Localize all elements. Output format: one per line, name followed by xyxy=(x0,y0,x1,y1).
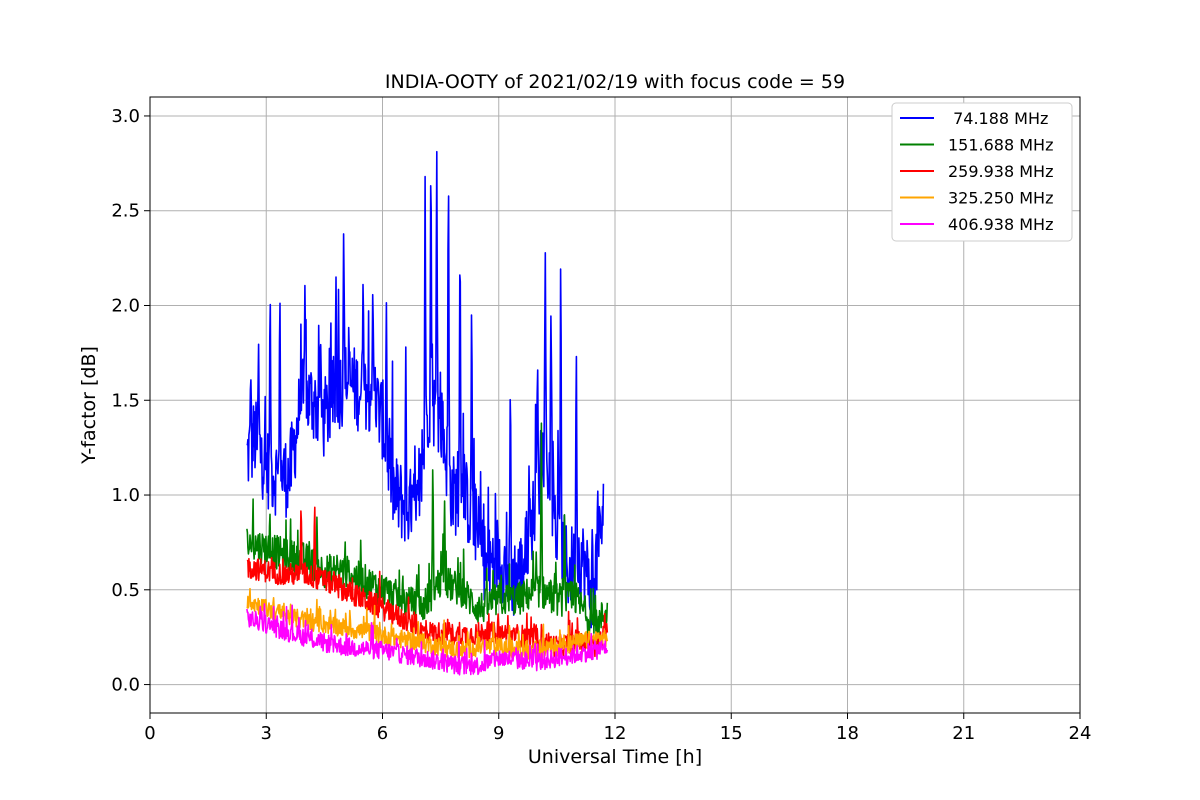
legend-label-2: 259.938 MHz xyxy=(948,162,1053,181)
chart-title: INDIA-OOTY of 2021/02/19 with focus code… xyxy=(385,71,845,93)
legend: 74.188 MHz 151.688 MHz 259.938 MHz 325.250 … xyxy=(891,102,1073,242)
y-tick-label: 0.5 xyxy=(111,580,140,601)
x-tick-label: 18 xyxy=(836,723,859,744)
series-line-1 xyxy=(246,422,609,639)
legend-label-3: 325.250 MHz xyxy=(948,189,1053,208)
x-tick-label: 9 xyxy=(493,723,504,744)
x-tick-label: 6 xyxy=(377,723,388,744)
series-line-4 xyxy=(246,603,609,676)
grid-layer xyxy=(149,97,1081,713)
tick-layer: 0 3 6 9 12 15 18 21 24 0.0 0.5 1.0 1.5 2.0 2.5 3.0 xyxy=(111,106,1091,744)
legend-label-1: 151.688 MHz xyxy=(948,136,1053,155)
y-tick-label: 1.5 xyxy=(111,390,140,411)
y-tick-label: 1.0 xyxy=(111,485,140,506)
series-layer xyxy=(246,150,609,676)
x-tick-label: 15 xyxy=(720,723,743,744)
x-tick-label: 12 xyxy=(604,723,627,744)
y-axis-label: Y-factor [dB] xyxy=(78,346,100,465)
series-line-0 xyxy=(246,150,605,629)
y-tick-label: 2.0 xyxy=(111,295,140,316)
x-tick-label: 21 xyxy=(952,723,975,744)
y-tick-label: 3.0 xyxy=(111,106,140,127)
x-tick-label: 3 xyxy=(261,723,272,744)
legend-label-4: 406.938 MHz xyxy=(948,215,1053,234)
legend-box xyxy=(891,102,1073,242)
x-tick-label: 24 xyxy=(1069,723,1092,744)
legend-label-0: 74.188 MHz xyxy=(948,109,1048,128)
y-tick-label: 0.0 xyxy=(111,675,140,696)
y-tick-label: 2.5 xyxy=(111,201,140,222)
x-axis-label: Universal Time [h] xyxy=(528,746,702,768)
x-tick-label: 0 xyxy=(144,723,155,744)
